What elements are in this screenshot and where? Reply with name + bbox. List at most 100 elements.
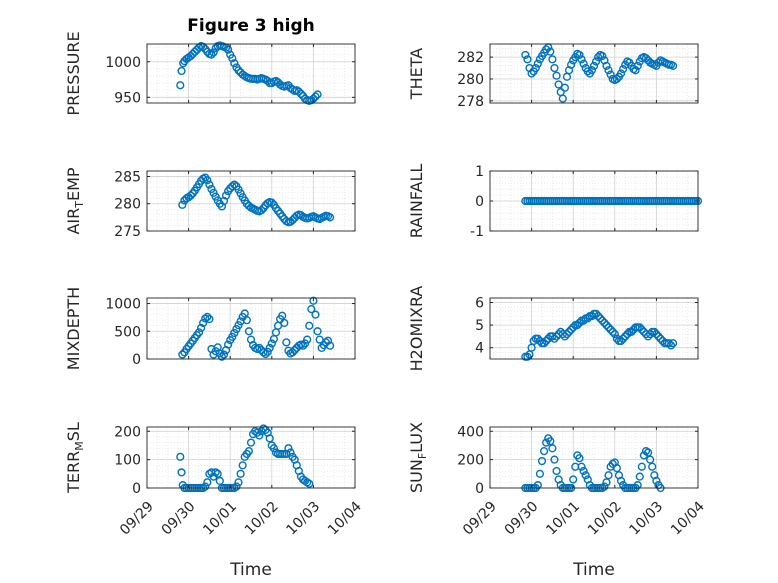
data-point <box>577 55 586 64</box>
data-point <box>535 469 545 478</box>
y-axis-label-tail: LUX <box>407 422 426 453</box>
data-point <box>564 327 574 336</box>
data-point <box>635 472 644 481</box>
data-point <box>209 48 218 57</box>
data-point <box>616 476 626 486</box>
x-tick-label: 10/01 <box>200 499 240 539</box>
y-axis-label-sub: T <box>73 201 86 209</box>
y-tick-label: 275 <box>114 224 141 240</box>
data-point <box>579 316 588 325</box>
data-point <box>602 478 611 487</box>
y-axis-label-sub: F <box>416 453 429 459</box>
data-point <box>550 455 559 464</box>
axes-box <box>146 426 356 489</box>
data-point <box>224 45 233 54</box>
x-tick-label: 10/01 <box>543 499 583 539</box>
data-point <box>213 469 222 478</box>
data-point <box>600 318 609 327</box>
data-point <box>298 341 308 350</box>
data-point <box>234 478 243 487</box>
data-point <box>246 438 256 447</box>
data-point <box>542 45 551 54</box>
data-point <box>569 475 578 484</box>
data-point <box>238 461 247 470</box>
y-tick-label: 0 <box>475 194 484 210</box>
data-point <box>230 59 239 68</box>
data-point <box>186 51 195 61</box>
data-point <box>244 327 254 336</box>
data-point <box>666 341 676 350</box>
data-point <box>637 325 646 334</box>
data-point <box>531 63 540 73</box>
data-point <box>325 213 335 222</box>
y-tick-label: 285 <box>114 169 141 185</box>
data-point <box>542 336 551 346</box>
x-tick-label: 10/02 <box>585 499 625 539</box>
data-point <box>654 332 663 341</box>
data-point <box>552 71 561 80</box>
data-point <box>633 481 642 490</box>
data-point <box>177 66 186 76</box>
data-point <box>211 347 220 356</box>
axes-box <box>146 170 356 232</box>
data-point <box>602 61 611 70</box>
panel-h2omixra: 4 5 6 H2OMIXRA <box>407 286 699 371</box>
data-point <box>203 478 212 487</box>
data-point <box>255 431 264 440</box>
data-point <box>579 466 588 476</box>
figure-title: Figure 3 high <box>187 16 315 36</box>
data-point <box>604 471 613 480</box>
x-axis-label-right: Time <box>572 560 615 580</box>
y-axis-label-main: THETA <box>407 48 426 100</box>
x-tick-label: 10/03 <box>283 499 323 539</box>
data-point <box>550 334 559 343</box>
data-point <box>546 47 555 56</box>
data-point <box>610 330 619 339</box>
data-point <box>313 90 322 99</box>
data-point <box>648 462 657 471</box>
data-point <box>194 328 204 337</box>
y-tick-label: 400 <box>457 424 484 440</box>
data-point <box>199 42 208 51</box>
data-point <box>288 348 297 357</box>
data-point <box>643 448 653 457</box>
data-point <box>583 67 592 76</box>
panel-theta: 278 280 282 THETA <box>407 43 699 110</box>
y-tick-label: 1000 <box>105 55 141 71</box>
y-axis-label-main: AIR <box>64 208 83 235</box>
data-point <box>631 66 640 75</box>
panel-mixdepth: 0 500 1000 MIXDEPTH <box>64 287 356 370</box>
data-point <box>591 57 601 66</box>
y-tick-label: 282 <box>457 50 484 66</box>
y-tick-label: 100 <box>114 453 141 469</box>
data-point <box>604 323 613 332</box>
data-point <box>313 327 322 336</box>
data-point <box>600 482 609 491</box>
x-tick-label: 10/02 <box>242 499 282 539</box>
y-axis-label-sub: M <box>73 441 86 451</box>
data-point <box>587 66 597 75</box>
y-tick-label: 0 <box>475 481 484 497</box>
data-point <box>196 323 206 333</box>
data-point <box>552 466 561 476</box>
data-point <box>539 447 549 456</box>
data-point <box>176 452 185 461</box>
y-tick-label: 5 <box>475 318 484 334</box>
data-point <box>554 80 563 89</box>
data-point <box>290 346 299 355</box>
data-point <box>533 59 542 68</box>
data-point <box>228 182 237 191</box>
axes-background <box>147 44 355 103</box>
data-point <box>203 176 212 185</box>
data-point <box>323 336 333 345</box>
y-axis-label-main: TERR <box>64 451 83 494</box>
data-point <box>311 92 320 101</box>
data-point <box>652 330 661 339</box>
data-point <box>569 323 578 332</box>
x-tick-label: 10/03 <box>626 499 666 539</box>
y-tick-label: 500 <box>114 324 141 340</box>
x-tick-label: 09/29 <box>460 499 500 539</box>
data-point <box>616 336 626 346</box>
panel-sun: 0 200 400 SUNFLUX 09/29 09/30 10/01 10/02 10/03 1… <box>407 422 708 538</box>
